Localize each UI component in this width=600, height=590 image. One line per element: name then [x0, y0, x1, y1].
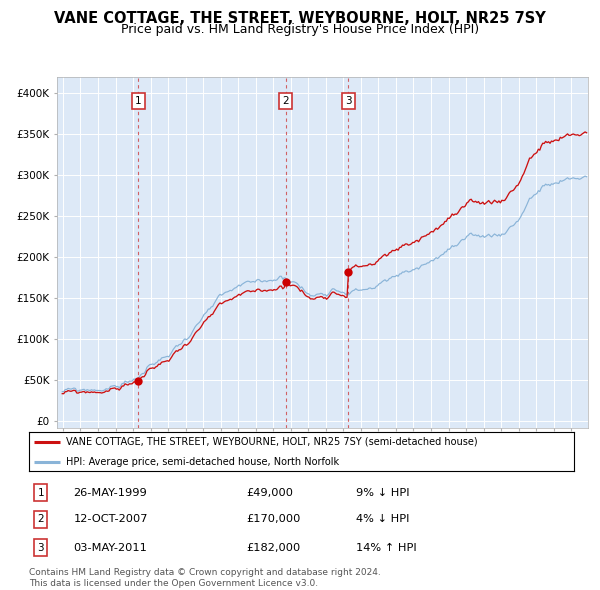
Text: 2: 2 [283, 96, 289, 106]
Text: 9% ↓ HPI: 9% ↓ HPI [356, 488, 409, 497]
Text: £170,000: £170,000 [247, 514, 301, 524]
Text: Price paid vs. HM Land Registry's House Price Index (HPI): Price paid vs. HM Land Registry's House … [121, 23, 479, 36]
Text: 2: 2 [37, 514, 44, 524]
Text: 1: 1 [135, 96, 142, 106]
Text: 03-MAY-2011: 03-MAY-2011 [73, 543, 148, 552]
Text: VANE COTTAGE, THE STREET, WEYBOURNE, HOLT, NR25 7SY: VANE COTTAGE, THE STREET, WEYBOURNE, HOL… [54, 11, 546, 25]
Text: 3: 3 [345, 96, 352, 106]
Text: 3: 3 [37, 543, 44, 552]
Text: £182,000: £182,000 [247, 543, 301, 552]
Text: VANE COTTAGE, THE STREET, WEYBOURNE, HOLT, NR25 7SY (semi-detached house): VANE COTTAGE, THE STREET, WEYBOURNE, HOL… [66, 437, 478, 447]
Text: 4% ↓ HPI: 4% ↓ HPI [356, 514, 409, 524]
Text: £49,000: £49,000 [247, 488, 294, 497]
Text: 14% ↑ HPI: 14% ↑ HPI [356, 543, 416, 552]
Text: Contains HM Land Registry data © Crown copyright and database right 2024.: Contains HM Land Registry data © Crown c… [29, 568, 380, 577]
Text: This data is licensed under the Open Government Licence v3.0.: This data is licensed under the Open Gov… [29, 579, 318, 588]
Text: 1: 1 [37, 488, 44, 497]
Text: 12-OCT-2007: 12-OCT-2007 [73, 514, 148, 524]
Text: HPI: Average price, semi-detached house, North Norfolk: HPI: Average price, semi-detached house,… [66, 457, 339, 467]
Text: 26-MAY-1999: 26-MAY-1999 [73, 488, 147, 497]
